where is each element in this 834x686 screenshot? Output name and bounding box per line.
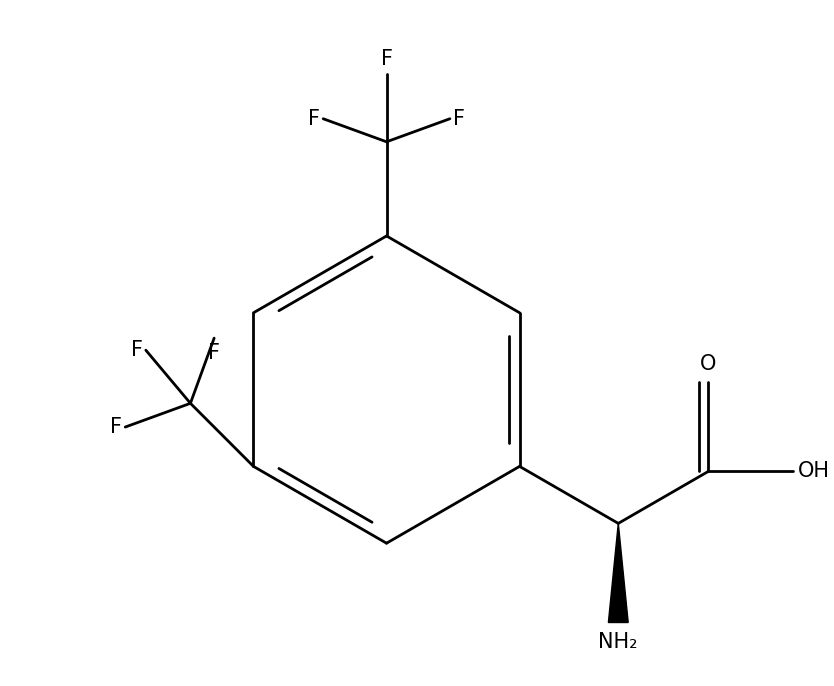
Polygon shape [608, 523, 628, 622]
Text: F: F [309, 109, 320, 129]
Text: F: F [110, 417, 123, 437]
Text: OH: OH [797, 462, 830, 482]
Text: O: O [701, 354, 716, 375]
Text: NH₂: NH₂ [599, 632, 638, 652]
Text: F: F [453, 109, 465, 129]
Text: F: F [380, 49, 393, 69]
Text: F: F [208, 343, 220, 363]
Text: F: F [131, 340, 143, 360]
